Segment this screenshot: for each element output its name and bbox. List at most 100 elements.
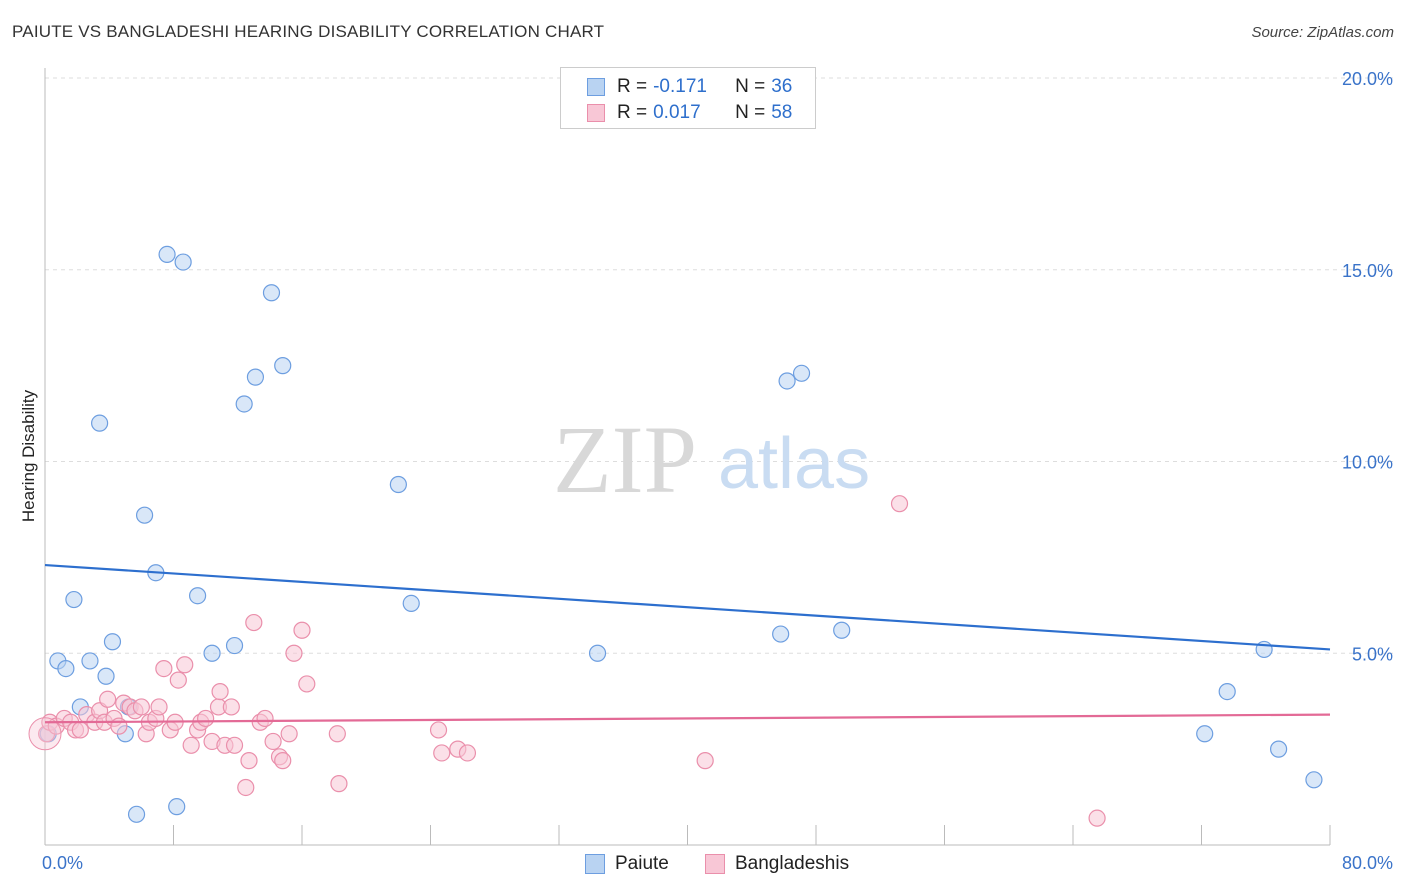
paiute-point: [127, 805, 146, 823]
legend-n-value: 36: [771, 76, 793, 97]
trend-lines: [44, 563, 1331, 724]
bangladeshi-point: [429, 721, 448, 739]
bangladeshis-legend-icon: [705, 854, 725, 874]
bangladeshi-point: [328, 725, 346, 743]
bangladeshi-point: [150, 698, 168, 716]
paiute-point: [389, 475, 407, 494]
bangladeshi-point: [274, 752, 292, 770]
bangladeshi-point: [99, 690, 117, 708]
paiute-point: [246, 368, 265, 386]
y-tick-label: 15.0%: [1342, 261, 1393, 281]
legend-n-label: N =: [735, 76, 766, 97]
y-tick-labels: 5.0% 10.0% 15.0% 20.0%: [1342, 69, 1393, 664]
bangladeshi-point: [110, 717, 128, 735]
watermark-zip: ZIP: [553, 406, 697, 513]
paiute-trend-line: [44, 563, 1331, 651]
bangladeshi-point: [285, 644, 303, 662]
chart-title: PAIUTE VS BANGLADESHI HEARING DISABILITY…: [12, 22, 605, 41]
paiute-point: [188, 587, 207, 605]
paiute-point: [778, 372, 796, 390]
bangladeshi-point: [293, 621, 311, 639]
legend-r-label: R =: [617, 102, 648, 123]
paiute-point: [81, 652, 99, 670]
paiute-point: [203, 644, 221, 662]
gridlines: [45, 77, 1393, 654]
paiute-point: [97, 667, 115, 685]
bangladeshi-point: [222, 698, 240, 716]
bangladeshi-trend-line: [44, 713, 1331, 724]
bangladeshi-point: [182, 736, 200, 754]
legend-row-bangladeshis: R = 0.017 N = 58: [587, 101, 792, 125]
paiute-point: [588, 644, 607, 662]
bangladeshi-point: [225, 736, 244, 754]
paiute-point: [235, 395, 253, 413]
legend-r-value: 0.017: [653, 102, 701, 123]
bangladeshi-point: [197, 709, 215, 728]
bangladeshi-point: [264, 732, 282, 751]
legend-r-value: -0.171: [653, 76, 707, 97]
paiute-point: [1269, 740, 1288, 758]
paiute-point: [402, 594, 420, 612]
paiute-point: [1305, 771, 1323, 789]
bangladeshi-point: [155, 659, 173, 678]
paiute-point: [57, 659, 75, 678]
bottom-legend-paiute: Paiute: [585, 852, 669, 876]
y-axis-label: Hearing Disability: [19, 389, 38, 522]
watermark: ZIP atlas: [553, 406, 870, 513]
bangladeshi-point: [132, 698, 150, 716]
paiute-point: [65, 590, 83, 609]
paiute-legend-label: Paiute: [615, 853, 669, 874]
x-tick-label-min: 0.0%: [42, 853, 83, 873]
paiute-point: [274, 357, 292, 375]
legend-n-value: 58: [771, 102, 793, 123]
bangladeshi-point: [1088, 809, 1106, 827]
paiute-point: [91, 414, 109, 432]
bangladeshi-point: [245, 613, 263, 632]
bangladeshis-legend-label: Bangladeshis: [735, 853, 850, 874]
bangladeshi-point: [71, 721, 89, 739]
bangladeshi-cluster-point: [28, 717, 62, 751]
paiute-point: [103, 633, 122, 651]
paiute-point: [262, 284, 281, 302]
y-tick-label: 5.0%: [1352, 644, 1393, 664]
paiute-point: [792, 364, 811, 382]
paiute-point: [833, 621, 851, 639]
legend-row-paiute: R = -0.171 N = 36: [587, 75, 792, 99]
correlation-legend: R = -0.171 N = 36 R = 0.017 N = 58: [560, 67, 816, 129]
bottom-legend-bangladeshis: Bangladeshis: [705, 852, 849, 876]
y-tick-label: 20.0%: [1342, 69, 1393, 89]
bangladeshi-point: [330, 775, 348, 793]
paiute-point: [772, 625, 790, 643]
bangladeshi-point: [433, 744, 451, 762]
bangladeshi-point: [169, 671, 187, 689]
bangladeshi-point: [696, 752, 714, 770]
paiute-swatch-icon: [587, 78, 605, 96]
bangladeshi-point: [211, 682, 229, 701]
paiute-point: [225, 636, 244, 655]
x-tick-label-max: 80.0%: [1342, 853, 1393, 873]
bangladeshi-point: [256, 709, 274, 728]
bangladeshi-point: [240, 752, 258, 770]
watermark-atlas: atlas: [718, 424, 870, 504]
bangladeshi-point: [890, 495, 909, 513]
bangladeshi-point: [298, 675, 316, 693]
paiute-point: [1196, 725, 1214, 743]
data-points: [28, 245, 1323, 827]
bangladeshis-swatch-icon: [587, 104, 605, 122]
bangladeshi-point: [458, 744, 477, 762]
legend-r-label: R =: [617, 76, 648, 97]
paiute-point: [1218, 682, 1236, 701]
legend-n-label: N =: [735, 102, 766, 123]
source-credit: Source: ZipAtlas.com: [1251, 24, 1394, 41]
bangladeshi-point: [176, 656, 194, 674]
y-tick-label: 10.0%: [1342, 453, 1393, 473]
bangladeshi-point: [280, 725, 298, 743]
paiute-point: [174, 253, 192, 271]
paiute-legend-icon: [585, 854, 605, 874]
paiute-point: [158, 245, 176, 264]
bangladeshi-point: [237, 778, 255, 797]
paiute-point: [135, 506, 154, 524]
axes: [44, 68, 1331, 846]
paiute-point: [168, 798, 186, 816]
